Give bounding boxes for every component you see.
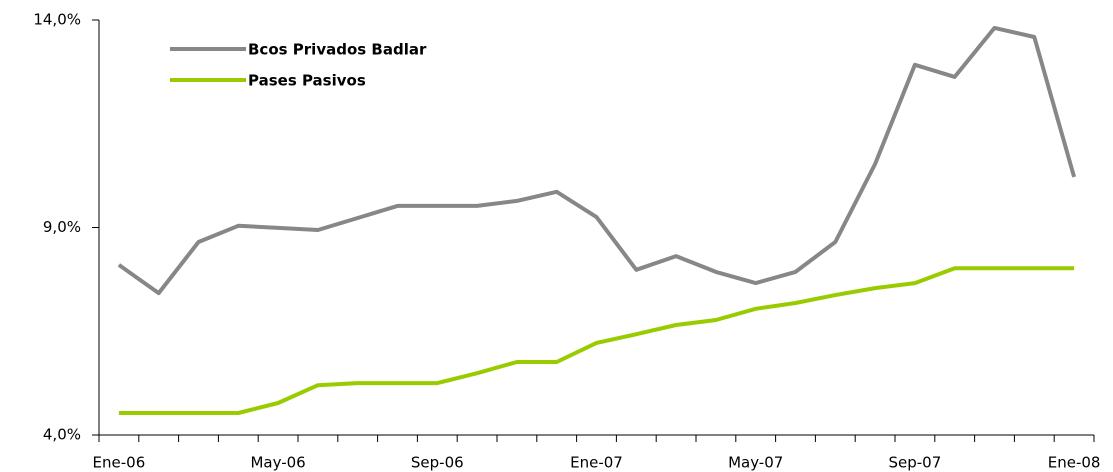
legend-label: Bcos Privados Badlar	[248, 41, 427, 59]
x-tick-label: Ene-08	[1048, 454, 1101, 472]
legend-label: Pases Pasivos	[248, 72, 366, 90]
series-line	[117, 25, 1077, 296]
series-line	[118, 266, 1075, 415]
x-tick-label: Ene-06	[93, 454, 146, 472]
x-tick-label: Ene-07	[570, 454, 623, 472]
x-tick-label: May-07	[728, 454, 783, 472]
y-tick-label: 4,0%	[43, 426, 81, 444]
x-tick-label: Sep-07	[889, 454, 942, 472]
y-tick-label: 14,0%	[33, 11, 81, 29]
x-tick-label: May-06	[250, 454, 305, 472]
y-tick-label: 9,0%	[43, 218, 81, 236]
x-tick-label: Sep-06	[411, 454, 464, 472]
